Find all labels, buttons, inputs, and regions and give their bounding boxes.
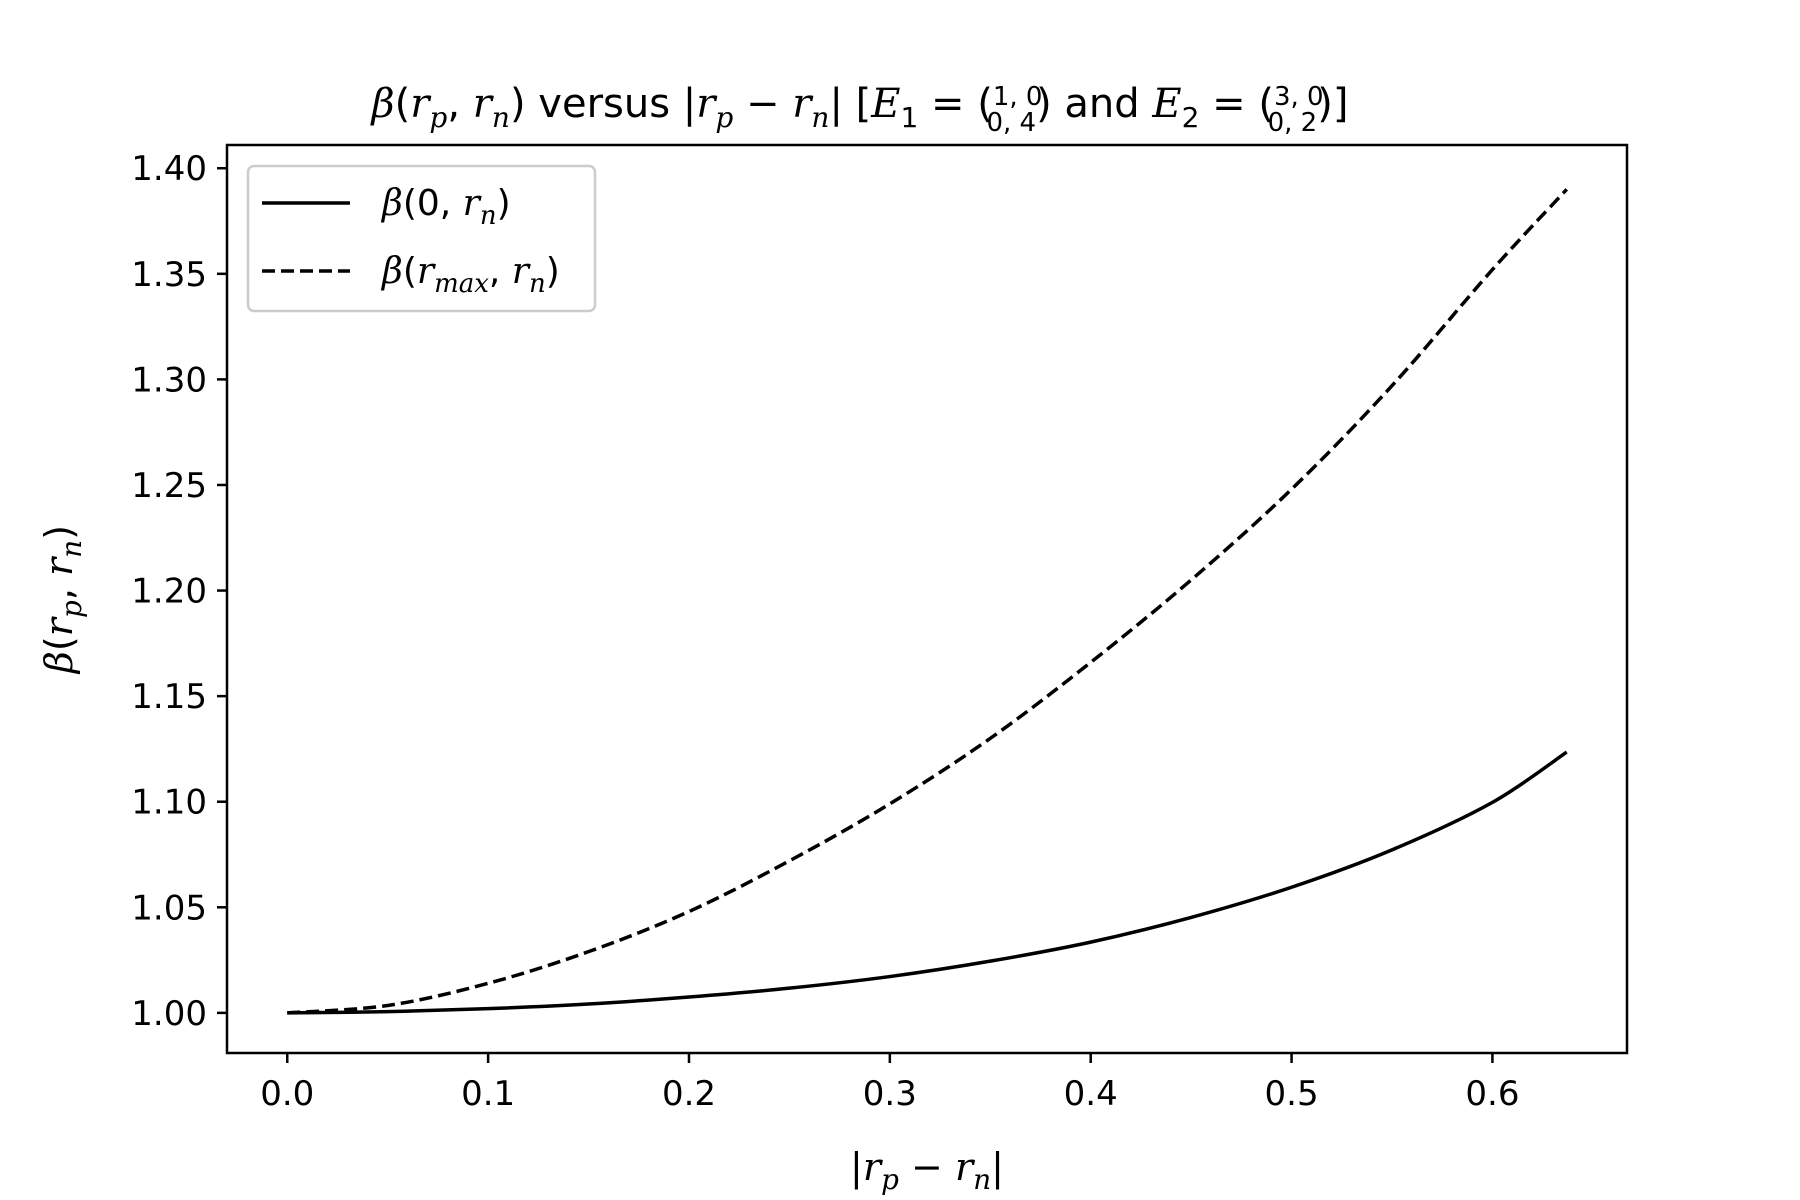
legend-entry-beta-rmax: β(rmax, rn) [380,251,560,299]
y-axis-ticks: 1.00 1.05 1.10 1.15 1.20 1.25 1.30 1.35 1.40 [131,149,227,1034]
y-tick-label: 1.40 [131,149,207,189]
series-line-beta-rmax [287,188,1569,1015]
y-tick-label: 1.20 [131,572,207,612]
legend: β(0, rn) β(rmax, rn) [246,164,597,313]
x-tick-label: 0.3 [863,1074,917,1114]
x-tick-label: 0.4 [1064,1074,1118,1114]
x-axis-label: |rp − rn| [850,1145,1004,1196]
x-tick-label: 0.6 [1465,1074,1519,1114]
y-axis-label: β(rp, rn) [37,525,88,675]
y-tick-label: 1.15 [131,677,207,717]
y-tick-label: 1.35 [131,255,207,295]
y-tick-label: 1.10 [131,783,207,823]
y-tick-label: 1.25 [131,466,207,506]
plot-area-frame [225,143,1629,1055]
y-tick-label: 1.05 [131,888,207,928]
legend-entry-beta-zero: β(0, rn) [380,183,511,231]
x-tick-label: 0.0 [260,1074,314,1114]
y-tick-label: 1.30 [131,360,207,400]
series-lines [287,188,1569,1015]
chart-title: β(rp, rn) versus |rp − rn| [E1 = (1, 0 0,… [370,81,1349,138]
x-tick-label: 0.1 [461,1074,515,1114]
series-line-beta-zero [287,750,1568,1015]
y-tick-label: 1.00 [131,994,207,1034]
x-tick-label: 0.2 [662,1074,716,1114]
x-axis-ticks: 0.0 0.1 0.2 0.3 0.4 0.5 0.6 [260,1053,1519,1114]
x-tick-label: 0.5 [1265,1074,1319,1114]
